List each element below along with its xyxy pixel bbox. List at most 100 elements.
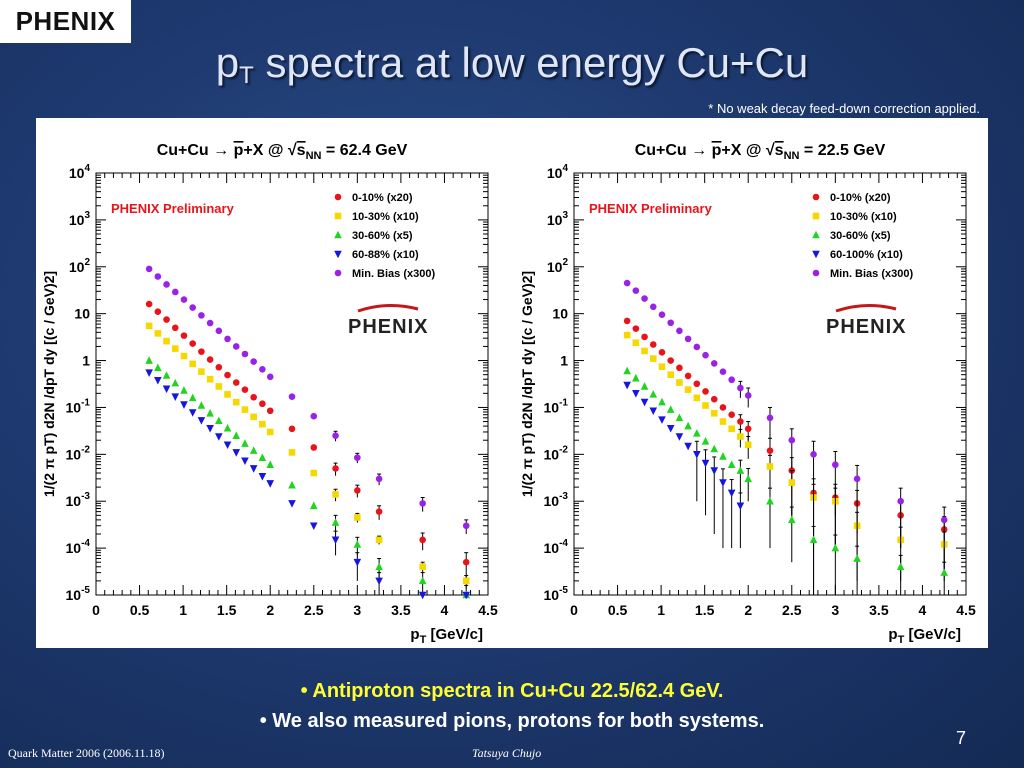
data-point xyxy=(259,420,266,428)
data-point xyxy=(419,563,426,571)
y-tick-label: 10 xyxy=(552,306,568,322)
data-point xyxy=(728,411,735,419)
data-point xyxy=(940,516,948,524)
chart-canvas: 0 0.5 1 1.5 2 2.5 3 3.5 4 4.510-510-410-310-210-1… xyxy=(41,142,976,646)
data-point xyxy=(353,558,362,567)
data-point xyxy=(462,558,470,566)
data-point xyxy=(684,442,692,451)
data-point xyxy=(675,413,684,422)
legend-marker xyxy=(334,230,342,239)
x-tick-label: 3.5 xyxy=(391,602,411,618)
data-point xyxy=(310,412,318,420)
data-point xyxy=(266,407,274,415)
data-point xyxy=(940,568,949,576)
y-tick-label: 102 xyxy=(547,257,569,275)
page-number: 7 xyxy=(955,728,966,748)
data-point xyxy=(649,355,657,362)
data-point xyxy=(831,543,840,552)
data-point xyxy=(640,398,649,407)
y-axis-label: 1/(2 π pT) d2N /dpT dy [(c / GeV)2] xyxy=(41,271,57,497)
data-point xyxy=(232,431,241,439)
data-point xyxy=(331,518,340,526)
data-point xyxy=(710,360,718,367)
data-point xyxy=(223,423,232,432)
data-point xyxy=(727,489,736,498)
data-point xyxy=(180,296,188,303)
data-point xyxy=(719,404,727,411)
data-point xyxy=(667,319,674,327)
data-point xyxy=(154,273,162,280)
data-point xyxy=(171,345,179,352)
y-tick-label: 10-2 xyxy=(544,444,569,462)
data-point xyxy=(224,335,231,343)
data-point xyxy=(249,465,258,473)
data-point xyxy=(641,295,648,302)
chart-22gev: 0 0.5 1 1.5 2 2.5 3 3.5 4 4.510-510-410-310-210-1… xyxy=(519,142,976,646)
legend-marker xyxy=(334,193,342,201)
data-point xyxy=(744,441,752,449)
data-point xyxy=(266,480,275,488)
data-point xyxy=(162,385,171,394)
data-point xyxy=(310,469,318,477)
data-point xyxy=(258,453,267,461)
y-tick-label: 10-3 xyxy=(66,491,91,509)
x-tick-label: 2.5 xyxy=(782,602,802,618)
page-title: pT spectra at low energy Cu+Cu xyxy=(0,38,1024,101)
data-point xyxy=(710,395,718,403)
data-point xyxy=(658,397,666,406)
data-point xyxy=(788,479,796,486)
x-tick-label: 1 xyxy=(657,602,665,618)
data-point xyxy=(676,327,683,335)
footer-author: Tatsuya Chujo xyxy=(472,746,542,760)
data-point xyxy=(719,452,727,460)
data-point xyxy=(766,496,774,505)
data-point xyxy=(288,393,296,400)
x-tick-label: 4 xyxy=(919,602,927,618)
phenix-logo-arc xyxy=(357,304,419,313)
legend-entry: 30-60% (x5) xyxy=(830,230,891,242)
data-point xyxy=(896,562,905,571)
data-point xyxy=(180,332,188,339)
legend-entry: 0-10% (x20) xyxy=(352,192,413,204)
data-point xyxy=(693,343,701,351)
footer-conference: Quark Matter 2006 (2006.11.18) xyxy=(8,746,165,760)
data-point xyxy=(737,418,744,425)
data-point xyxy=(375,475,383,483)
y-tick-label: 10-3 xyxy=(544,491,569,509)
data-point xyxy=(241,457,249,466)
data-point xyxy=(241,439,249,447)
legend-marker xyxy=(812,212,820,220)
data-point xyxy=(788,436,796,444)
data-point xyxy=(198,348,205,355)
legend-entry: 10-30% (x10) xyxy=(830,211,897,223)
data-point xyxy=(163,316,170,323)
data-point xyxy=(189,340,196,347)
data-point xyxy=(206,375,214,383)
data-point xyxy=(810,451,817,458)
plot-frame xyxy=(573,172,967,596)
data-point xyxy=(180,401,188,409)
data-point xyxy=(353,540,362,548)
data-point xyxy=(288,425,296,433)
data-point xyxy=(462,577,470,585)
data-point xyxy=(719,479,727,487)
data-point xyxy=(310,444,318,451)
phenix-plot-logo: PHENIX xyxy=(826,316,906,338)
data-point xyxy=(693,451,701,459)
y-tick-label: 103 xyxy=(69,210,91,228)
data-point xyxy=(197,417,206,425)
legend-marker xyxy=(334,269,342,277)
data-point xyxy=(418,591,427,600)
data-point xyxy=(171,324,179,332)
x-tick-label: 0.5 xyxy=(608,602,628,618)
data-point xyxy=(332,491,339,498)
x-axis-label: pT [GeV/c] xyxy=(410,626,483,646)
data-point xyxy=(658,363,666,370)
data-point xyxy=(623,279,631,287)
data-point xyxy=(736,466,745,474)
data-point xyxy=(675,433,684,441)
title-p: p xyxy=(215,39,240,86)
data-point xyxy=(223,441,232,450)
data-point xyxy=(375,508,383,515)
data-point xyxy=(676,379,683,386)
